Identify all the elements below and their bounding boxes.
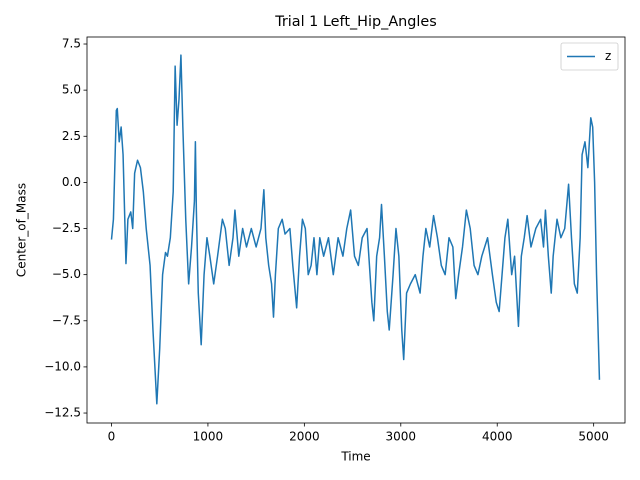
y-tick-label: 5.0 xyxy=(62,83,81,97)
y-tick-label: 2.5 xyxy=(62,129,81,143)
x-tick-label: 4000 xyxy=(482,430,513,444)
x-tick-label: 3000 xyxy=(386,430,417,444)
x-tick-label: 5000 xyxy=(578,430,609,444)
y-tick-label: 0.0 xyxy=(62,175,81,189)
chart-title: Trial 1 Left_Hip_Angles xyxy=(274,14,437,30)
line-series xyxy=(110,54,601,405)
x-tick-label: 2000 xyxy=(289,430,320,444)
y-tick-label: −2.5 xyxy=(52,221,81,235)
plot-frame xyxy=(86,36,626,424)
x-axis-label: Time xyxy=(340,450,370,464)
legend-label: z xyxy=(605,49,611,63)
y-tick-label: 7.5 xyxy=(62,37,81,51)
y-tick-label: −10.0 xyxy=(44,359,81,373)
x-tick-label: 1000 xyxy=(193,430,224,444)
y-tick-label: −7.5 xyxy=(52,313,81,327)
x-tick-label: 0 xyxy=(108,430,116,444)
y-tick-label: −12.5 xyxy=(44,406,81,420)
y-tick-label: −5.0 xyxy=(52,267,81,281)
y-axis-label: Center_of_Mass xyxy=(15,183,29,277)
